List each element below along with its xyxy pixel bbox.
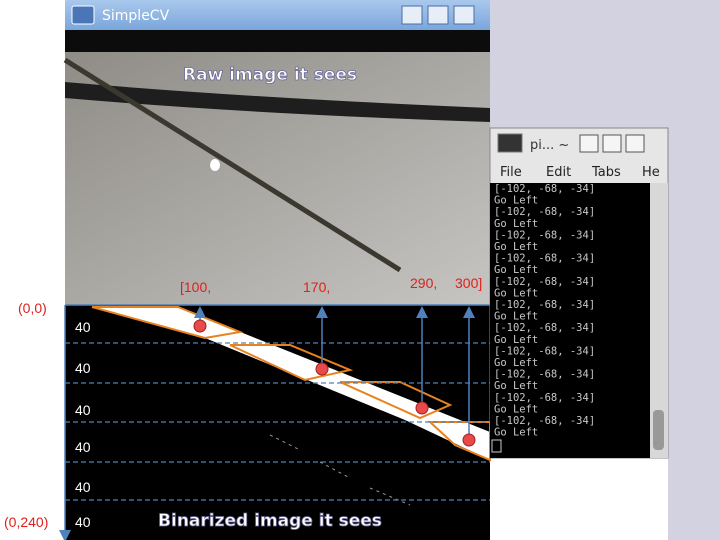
terminal-line: Go Left	[494, 218, 538, 230]
row-height-label: 40	[75, 402, 91, 418]
row-height-label: 40	[75, 319, 91, 335]
terminal-line: [-102, -68, -34]	[494, 345, 595, 357]
close-button[interactable]	[625, 134, 645, 153]
row-height-label: 40	[75, 479, 91, 495]
segment-box	[427, 421, 491, 462]
row-lines	[65, 342, 490, 501]
x-value-label: 290,	[410, 275, 437, 291]
centroid	[462, 433, 476, 447]
terminal-line: Go Left	[494, 427, 538, 439]
terminal-lines: [-102, -68, -34]Go Left[-102, -68, -34]G…	[494, 183, 595, 439]
terminal-line: Go Left	[494, 380, 538, 392]
raw-caption: Raw image it sees	[183, 65, 357, 85]
menu-bar: File Edit Tabs He	[500, 165, 660, 180]
row-height-label: 40	[75, 360, 91, 376]
maximize-button[interactable]	[602, 134, 622, 153]
y-end-label: (0,240)	[4, 514, 48, 530]
terminal-line: [-102, -68, -34]	[494, 183, 595, 195]
terminal-line: [-102, -68, -34]	[494, 206, 595, 218]
road-edge	[65, 82, 490, 122]
terminal-line: [-102, -68, -34]	[494, 276, 595, 288]
terminal-line: Go Left	[494, 357, 538, 369]
desktop-bg	[668, 0, 720, 540]
centroid	[415, 401, 429, 415]
terminal-line: [-102, -68, -34]	[494, 229, 595, 241]
terminal-output	[490, 183, 650, 458]
x-value-label: [100,	[180, 279, 211, 295]
segment-box	[91, 306, 244, 340]
centroid	[193, 319, 207, 333]
terminal-line: [-102, -68, -34]	[494, 299, 595, 311]
terminal-line: Go Left	[494, 287, 538, 299]
image-border	[65, 30, 490, 52]
terminal-icon	[497, 133, 523, 153]
noise	[269, 434, 411, 506]
terminal-line: Go Left	[494, 195, 538, 207]
row-height-label: 40	[75, 439, 91, 455]
menu-item[interactable]: Edit	[546, 165, 571, 180]
minimize-button[interactable]	[579, 134, 599, 153]
terminal-line: [-102, -68, -34]	[494, 369, 595, 381]
menu-item[interactable]: He	[642, 165, 660, 180]
binarized-caption: Binarized image it sees	[158, 511, 382, 531]
terminal-line: Go Left	[494, 403, 538, 415]
row-height-label: 40	[75, 514, 91, 530]
ball	[210, 159, 220, 171]
cursor	[491, 439, 502, 453]
arrows	[194, 306, 475, 440]
terminal-line: [-102, -68, -34]	[494, 253, 595, 265]
terminal-line: [-102, -68, -34]	[494, 415, 595, 427]
terminal-line: Go Left	[494, 311, 538, 323]
centroid	[315, 362, 329, 376]
terminal-line: Go Left	[494, 334, 538, 346]
desktop-bg	[490, 0, 668, 128]
terminal-line: Go Left	[494, 241, 538, 253]
terminal-line: [-102, -68, -34]	[494, 392, 595, 404]
close-button[interactable]	[453, 5, 475, 25]
tape-line	[63, 57, 402, 273]
terminal-line: Go Left	[494, 264, 538, 276]
menu-item[interactable]: File	[500, 165, 522, 180]
row-height-labels: 40 40 40 40 40 40	[75, 319, 91, 530]
maximize-button[interactable]	[427, 5, 449, 25]
terminal-title: pi... ~	[530, 138, 569, 153]
menu-item[interactable]: Tabs	[591, 165, 621, 180]
scroll-thumb[interactable]	[653, 410, 664, 450]
x-value-label: 170,	[303, 279, 330, 295]
scrollbar[interactable]	[650, 183, 668, 458]
terminal-line: [-102, -68, -34]	[494, 322, 595, 334]
x-value-label: 300]	[455, 275, 482, 291]
segment-box	[229, 344, 354, 382]
segment-box	[339, 381, 453, 420]
centroids	[193, 319, 476, 447]
origin-label: (0,0)	[18, 300, 47, 316]
window-title: SimpleCV	[102, 8, 170, 24]
minimize-button[interactable]	[401, 5, 423, 25]
app-icon	[71, 5, 95, 25]
